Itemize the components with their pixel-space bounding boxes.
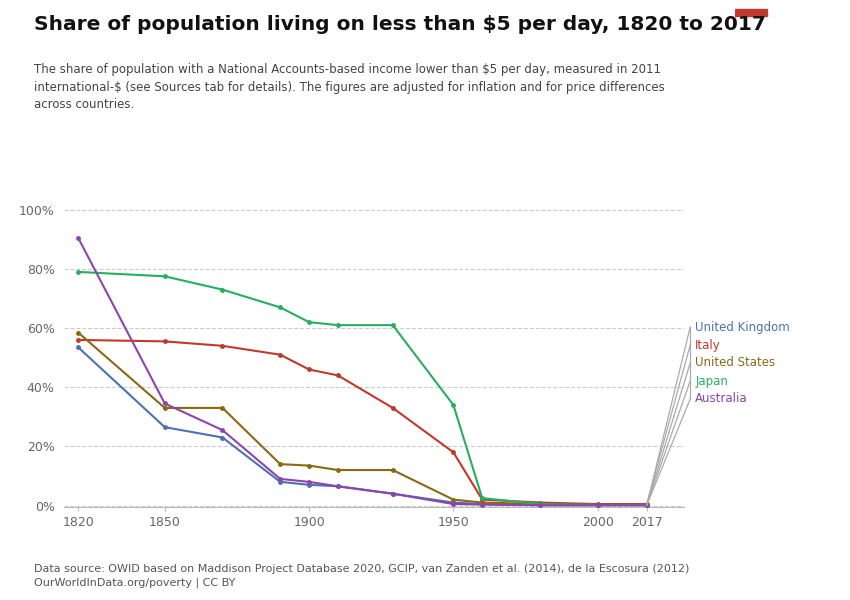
Text: Share of population living on less than $5 per day, 1820 to 2017: Share of population living on less than … (34, 15, 766, 34)
Text: United Kingdom: United Kingdom (695, 320, 790, 334)
Text: Italy: Italy (695, 338, 721, 352)
Text: Australia: Australia (695, 392, 748, 406)
Bar (735, 9, 767, 16)
Text: United States: United States (695, 356, 775, 370)
Text: Data source: OWID based on Maddison Project Database 2020, GCIP, van Zanden et a: Data source: OWID based on Maddison Proj… (34, 563, 689, 588)
Text: The share of population with a National Accounts-based income lower than $5 per : The share of population with a National … (34, 63, 665, 111)
Text: Our World
in Data: Our World in Data (755, 22, 813, 44)
Text: Japan: Japan (695, 374, 728, 388)
